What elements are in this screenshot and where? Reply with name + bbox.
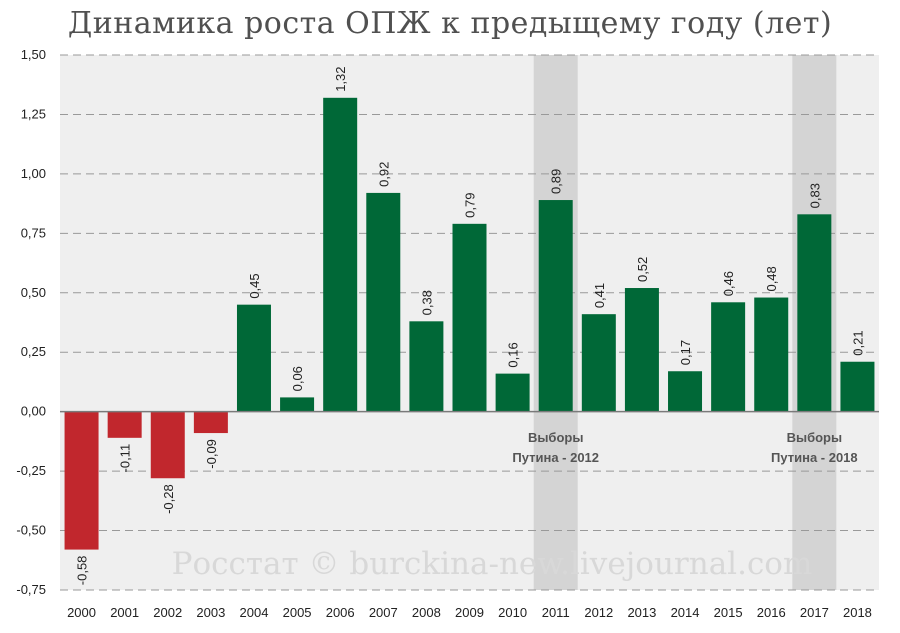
bar-2007 [366, 192, 401, 412]
watermark-text: Росстат © burckina-new.livejournal.com [172, 546, 813, 582]
x-tick-label: 2005 [283, 605, 312, 620]
data-label: 0,21 [850, 330, 865, 355]
bar-2018 [840, 361, 875, 412]
data-label: 0,46 [721, 271, 736, 296]
bar-2005 [280, 397, 315, 412]
data-label: 0,38 [419, 290, 434, 315]
annotation-label: Выборы [528, 430, 584, 445]
bar-2006 [323, 97, 358, 412]
bar-2014 [668, 371, 703, 412]
bar-2015 [711, 302, 746, 412]
x-tick-label: 2009 [455, 605, 484, 620]
x-tick-label: 2015 [714, 605, 743, 620]
x-tick-label: 2018 [843, 605, 872, 620]
x-tick-label: 2002 [153, 605, 182, 620]
bar-2002 [150, 411, 185, 479]
data-label: 0,41 [592, 283, 607, 308]
x-tick-label: 2008 [412, 605, 441, 620]
y-tick-label: 0,50 [21, 285, 46, 300]
x-tick-label: 2011 [542, 605, 570, 620]
y-tick-label: 0,75 [21, 225, 46, 240]
bar-2008 [409, 321, 444, 412]
data-label: 0,06 [290, 366, 305, 391]
bar-2003 [193, 411, 228, 434]
y-tick-label: 1,50 [21, 47, 46, 62]
y-tick-label: 0,25 [21, 344, 46, 359]
data-label: 0,45 [247, 273, 262, 298]
data-label: 0,52 [635, 257, 650, 282]
bar-2012 [581, 314, 616, 412]
bar-2016 [754, 297, 789, 412]
data-label: -0,58 [75, 556, 90, 586]
x-tick-label: 2016 [757, 605, 786, 620]
x-tick-label: 2014 [671, 605, 700, 620]
x-tick-label: 2003 [196, 605, 225, 620]
data-label: 0,89 [549, 169, 564, 194]
x-tick-label: 2013 [627, 605, 656, 620]
y-tick-label: 0,00 [21, 404, 46, 419]
annotation-label: Путина - 2012 [512, 450, 599, 465]
bar-2011 [538, 200, 573, 412]
x-tick-label: 2001 [110, 605, 139, 620]
bar-2004 [236, 304, 271, 412]
bar-2010 [495, 373, 530, 412]
data-label: 0,48 [764, 266, 779, 291]
data-label: -0,09 [204, 439, 219, 469]
data-label: 0,16 [506, 342, 521, 367]
y-tick-label: 1,25 [21, 106, 46, 121]
data-label: 1,32 [333, 66, 348, 91]
x-tick-label: 2006 [326, 605, 355, 620]
y-tick-label: 1,00 [21, 166, 46, 181]
bar-2017 [797, 214, 832, 412]
data-label: -0,11 [118, 444, 133, 473]
x-tick-label: 2000 [67, 605, 96, 620]
annotation-label: Путина - 2018 [771, 450, 858, 465]
bar-2000 [64, 411, 99, 550]
annotation-label: Выборы [787, 430, 843, 445]
bar-2001 [107, 411, 142, 438]
data-label: -0,28 [161, 484, 176, 514]
y-tick-label: -0,75 [16, 582, 46, 597]
chart-title: Динамика роста ОПЖ к предыщему году (лет… [67, 6, 833, 41]
y-tick-label: -0,25 [16, 463, 46, 478]
y-tick-label: -0,50 [16, 523, 46, 538]
x-tick-label: 2007 [369, 605, 398, 620]
data-label: 0,17 [678, 340, 693, 365]
bar-2009 [452, 223, 487, 412]
data-label: 0,92 [376, 162, 391, 187]
data-label: 0,83 [807, 183, 822, 208]
data-label: 0,79 [463, 193, 478, 218]
x-tick-label: 2017 [800, 605, 829, 620]
x-tick-label: 2010 [498, 605, 527, 620]
x-tick-label: 2004 [240, 605, 269, 620]
bar-2013 [624, 288, 659, 412]
x-tick-label: 2012 [584, 605, 613, 620]
